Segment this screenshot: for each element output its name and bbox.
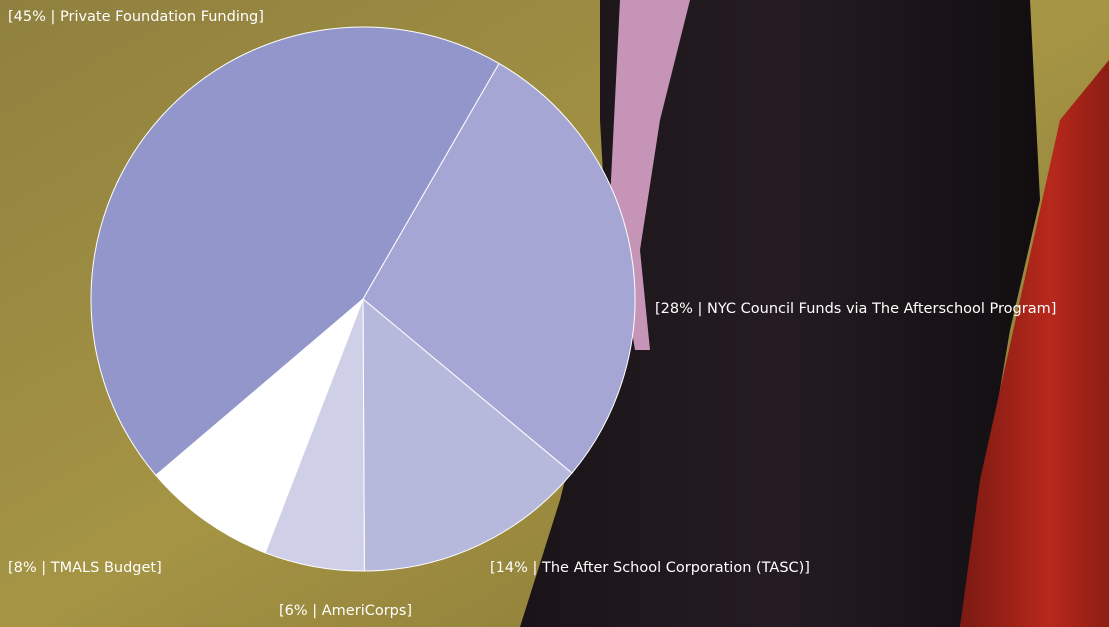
- labels: [28% | NYC Council Funds via The Aftersc…: [8, 9, 1056, 619]
- pie-slice: [362, 62, 636, 474]
- pie-slice: [155, 298, 364, 554]
- slice-label: [6% | AmeriCorps]: [279, 603, 412, 619]
- pie-slice: [90, 26, 500, 476]
- slice-label: [8% | TMALS Budget]: [8, 560, 162, 576]
- pie: [90, 26, 636, 572]
- slice-label: [28% | NYC Council Funds via The Aftersc…: [655, 301, 1056, 317]
- slice-label: [45% | Private Foundation Funding]: [8, 9, 264, 25]
- slice-label: [14% | The After School Corporation (TAS…: [490, 560, 810, 576]
- pie-slice: [362, 297, 573, 572]
